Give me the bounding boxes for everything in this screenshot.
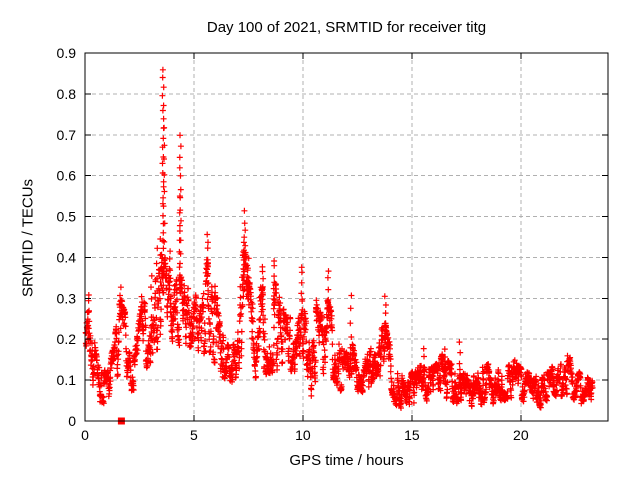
x-tick-label: 15 <box>404 427 420 443</box>
x-tick-label: 5 <box>190 427 198 443</box>
axes-border <box>84 52 609 422</box>
y-axis-label: SRMTID / TECUs <box>19 178 37 298</box>
y-tick-label: 0.7 <box>57 127 77 143</box>
y-tick-label: 0.1 <box>57 372 77 388</box>
x-tick-label: 0 <box>81 427 89 443</box>
y-tick-label: 0.9 <box>57 45 77 61</box>
x-tick-label: 10 <box>295 427 311 443</box>
x-tick-label: 20 <box>513 427 529 443</box>
x-axis-label: GPS time / hours <box>289 452 404 469</box>
y-tick-label: 0.3 <box>57 290 77 306</box>
data-points <box>82 66 596 411</box>
y-tick-label: 0.2 <box>57 331 77 347</box>
chart-title: Day 100 of 2021, SRMTID for receiver tit… <box>206 19 487 36</box>
tick-labels: 0 0.1 0.2 0.3 0.4 0.5 0.6 0.7 0.8 0.9 0 5 10 15 20 <box>57 45 529 443</box>
y-tick-label: 0.8 <box>57 86 77 102</box>
y-tick-label: 0.4 <box>57 249 77 265</box>
y-tick-label: 0.6 <box>57 168 77 184</box>
y-tick-label: 0 <box>68 413 76 429</box>
y-tick-label: 0.5 <box>57 209 77 225</box>
